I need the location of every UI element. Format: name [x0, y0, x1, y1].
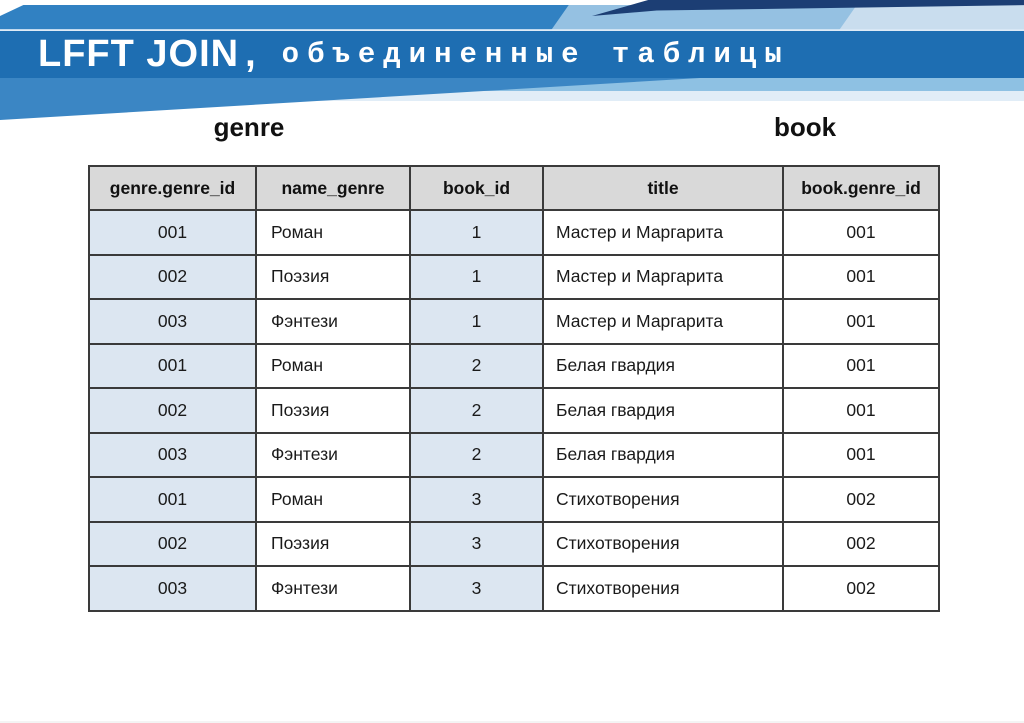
- table-cell: Мастер и Маргарита: [542, 253, 784, 300]
- table-cell: 001: [782, 387, 940, 434]
- column-header-genre-genre-id: genre.genre_id: [88, 165, 257, 211]
- table-cell: Поэзия: [255, 253, 411, 300]
- table-cell: 003: [88, 298, 257, 345]
- table-cell: 2: [409, 342, 544, 389]
- table-row: 003 Фэнтези 3 Стихотворения 002: [88, 565, 940, 612]
- table-row: 002 Поэзия 1 Мастер и Маргарита 001: [88, 253, 940, 300]
- joined-tables-table: genre.genre_id name_genre book_id title …: [88, 165, 940, 612]
- header-lighter-strip: [0, 91, 1024, 101]
- table-cell: Стихотворения: [542, 520, 784, 567]
- slide-title-comma: ,: [245, 33, 256, 75]
- title-band: LFFT JOIN , объединенные таблицы: [0, 31, 1024, 78]
- table-row: 002 Поэзия 2 Белая гвардия 001: [88, 387, 940, 434]
- table-row: 001 Роман 1 Мастер и Маргарита 001: [88, 209, 940, 256]
- table-cell: 001: [88, 476, 257, 523]
- slide-header-banner: LFFT JOIN , объединенные таблицы: [0, 0, 1024, 124]
- table-cell: 001: [782, 298, 940, 345]
- header-separator-line: [0, 28, 1024, 31]
- table-cell: Стихотворения: [542, 476, 784, 523]
- bottom-edge-line: [0, 721, 1024, 723]
- table-cell: 002: [782, 565, 940, 612]
- table-cell: 2: [409, 387, 544, 434]
- table-cell: 3: [409, 520, 544, 567]
- table-cell: Белая гвардия: [542, 387, 784, 434]
- table-cell: 3: [409, 565, 544, 612]
- table-cell: 001: [782, 209, 940, 256]
- table-cell: 001: [88, 209, 257, 256]
- table-cell: 003: [88, 565, 257, 612]
- column-header-title: title: [542, 165, 784, 211]
- table-cell: 002: [88, 387, 257, 434]
- table-body: 001 Роман 1 Мастер и Маргарита 001 002 Поэзия 1…: [88, 209, 940, 612]
- table-row: 003 Фэнтези 2 Белая гвардия 001: [88, 431, 940, 478]
- table-cell: 002: [88, 520, 257, 567]
- column-header-name-genre: name_genre: [255, 165, 411, 211]
- slide-title-subtitle: объединенные таблицы: [281, 38, 790, 71]
- table-cell: Фэнтези: [255, 298, 411, 345]
- table-cell: 1: [409, 298, 544, 345]
- table-cell: 3: [409, 476, 544, 523]
- table-cell: 002: [782, 520, 940, 567]
- table-cell: 003: [88, 431, 257, 478]
- table-cell: 001: [782, 431, 940, 478]
- table-cell: Стихотворения: [542, 565, 784, 612]
- table-cell: 002: [782, 476, 940, 523]
- table-cell: Роман: [255, 209, 411, 256]
- table-cell: 1: [409, 253, 544, 300]
- table-row: 002 Поэзия 3 Стихотворения 002: [88, 520, 940, 567]
- table-cell: Роман: [255, 342, 411, 389]
- table-cell: Белая гвардия: [542, 431, 784, 478]
- table-cell: Фэнтези: [255, 565, 411, 612]
- table-cell: Поэзия: [255, 387, 411, 434]
- slide-title-main: LFFT JOIN: [38, 33, 240, 75]
- table-row: 003 Фэнтези 1 Мастер и Маргарита 001: [88, 298, 940, 345]
- table-cell: Мастер и Маргарита: [542, 209, 784, 256]
- table-cell: Роман: [255, 476, 411, 523]
- table-header-row: genre.genre_id name_genre book_id title …: [88, 165, 940, 211]
- table-cell: Поэзия: [255, 520, 411, 567]
- column-header-book-id: book_id: [409, 165, 544, 211]
- column-header-book-genre-id: book.genre_id: [782, 165, 940, 211]
- table-cell: Белая гвардия: [542, 342, 784, 389]
- table-cell: 001: [782, 253, 940, 300]
- table-cell: 2: [409, 431, 544, 478]
- table-cell: 1: [409, 209, 544, 256]
- book-table-label: book: [773, 112, 837, 142]
- genre-table-label: genre: [213, 112, 285, 142]
- table-row: 001 Роман 3 Стихотворения 002: [88, 476, 940, 523]
- table-cell: Фэнтези: [255, 431, 411, 478]
- header-top-strip-lighter-segment: [839, 5, 1024, 30]
- table-cell: 002: [88, 253, 257, 300]
- table-cell: 001: [88, 342, 257, 389]
- table-cell: Мастер и Маргарита: [542, 298, 784, 345]
- table-cell: 001: [782, 342, 940, 389]
- table-row: 001 Роман 2 Белая гвардия 001: [88, 342, 940, 389]
